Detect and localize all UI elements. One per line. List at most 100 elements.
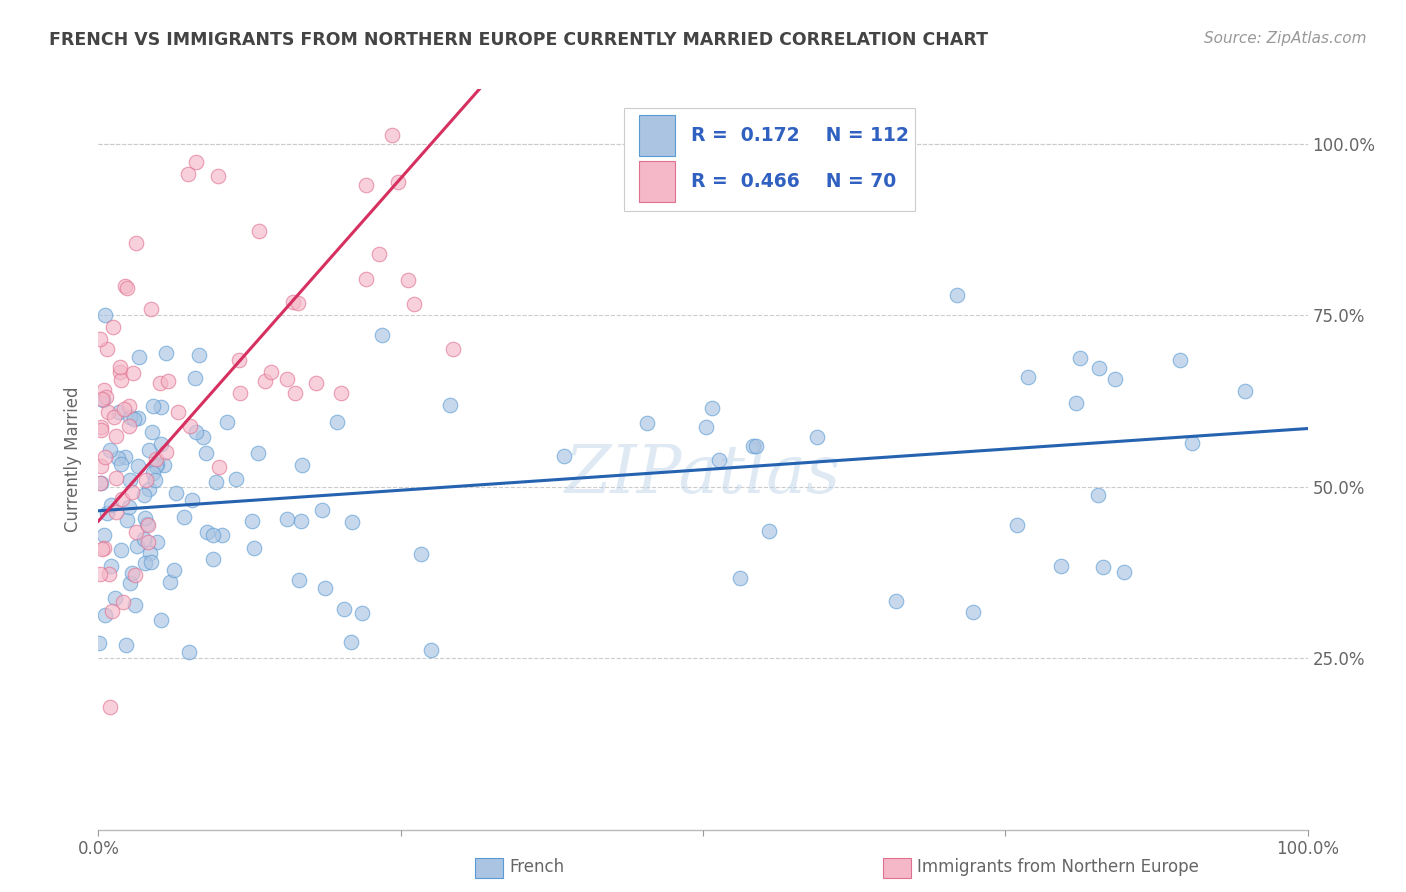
Point — [276, 372, 298, 386]
Point — [228, 353, 250, 368]
Point — [326, 415, 349, 429]
Point — [695, 420, 717, 434]
Point — [112, 594, 135, 608]
Point — [225, 473, 247, 487]
Point — [89, 332, 111, 346]
Point — [138, 442, 160, 457]
Point — [104, 505, 127, 519]
Point — [553, 450, 575, 464]
Point — [1168, 353, 1191, 368]
Point — [111, 491, 134, 506]
Point — [107, 450, 129, 465]
Point — [165, 486, 187, 500]
Point — [139, 555, 162, 569]
Point — [155, 445, 177, 459]
Point — [118, 400, 141, 414]
Point — [806, 429, 828, 443]
Point — [387, 175, 409, 189]
Point — [127, 458, 149, 473]
Point — [700, 401, 723, 416]
Point — [101, 604, 124, 618]
Text: ZIPatlas: ZIPatlas — [565, 442, 841, 507]
Point — [636, 417, 658, 431]
Point — [173, 510, 195, 524]
Point — [94, 308, 117, 322]
Point — [420, 643, 443, 657]
Point — [125, 539, 148, 553]
Point — [281, 294, 304, 309]
Point — [94, 390, 117, 404]
Point — [90, 419, 112, 434]
Point — [134, 556, 156, 570]
Point — [191, 430, 214, 444]
Point — [118, 418, 141, 433]
Point — [115, 513, 138, 527]
Point — [730, 571, 752, 585]
Point — [163, 563, 186, 577]
Point — [709, 453, 731, 467]
Point — [93, 541, 115, 555]
Point — [371, 328, 394, 343]
Point — [962, 605, 984, 619]
Point — [87, 636, 110, 650]
Point — [94, 607, 117, 622]
Point — [104, 429, 127, 443]
Point — [114, 450, 136, 465]
Point — [112, 401, 135, 416]
Point — [136, 516, 159, 531]
Point — [183, 371, 205, 385]
Point — [127, 411, 149, 425]
Point — [884, 594, 907, 608]
Point — [141, 301, 163, 316]
Point — [242, 514, 264, 528]
Text: Source: ZipAtlas.com: Source: ZipAtlas.com — [1204, 31, 1367, 46]
Point — [89, 475, 111, 490]
Point — [146, 457, 169, 471]
Point — [181, 493, 204, 508]
Point — [91, 542, 114, 557]
Point — [354, 271, 377, 285]
Point — [247, 224, 270, 238]
Point — [104, 591, 127, 605]
Text: Immigrants from Northern Europe: Immigrants from Northern Europe — [917, 858, 1198, 876]
Point — [96, 506, 118, 520]
Point — [103, 320, 125, 334]
Point — [110, 542, 132, 557]
Point — [330, 386, 353, 401]
Point — [121, 566, 143, 580]
Text: R =  0.172    N = 112: R = 0.172 N = 112 — [690, 127, 908, 145]
Point — [125, 525, 148, 540]
Point — [311, 502, 333, 516]
Point — [243, 541, 266, 555]
Point — [103, 410, 125, 425]
Point — [260, 366, 283, 380]
Point — [136, 534, 159, 549]
Point — [94, 450, 117, 464]
Point — [229, 386, 252, 401]
Point — [201, 528, 224, 542]
Point — [90, 476, 112, 491]
Point — [98, 700, 121, 714]
Bar — [638, 161, 675, 202]
Point — [128, 350, 150, 364]
Point — [211, 528, 233, 542]
Text: French: French — [509, 858, 564, 876]
Point — [107, 404, 129, 418]
Point — [114, 638, 136, 652]
Point — [396, 273, 419, 287]
Point — [114, 278, 136, 293]
Point — [91, 392, 114, 407]
Point — [188, 348, 211, 362]
Point — [150, 400, 173, 414]
Point — [177, 645, 200, 659]
Point — [105, 471, 128, 485]
Point — [97, 404, 120, 418]
Point — [1017, 369, 1039, 384]
Point — [167, 405, 190, 419]
Y-axis label: Currently Married: Currently Married — [65, 386, 83, 533]
Point — [443, 342, 465, 356]
Point — [314, 582, 336, 596]
Point — [367, 246, 389, 260]
Point — [156, 374, 179, 388]
Point — [155, 346, 177, 360]
